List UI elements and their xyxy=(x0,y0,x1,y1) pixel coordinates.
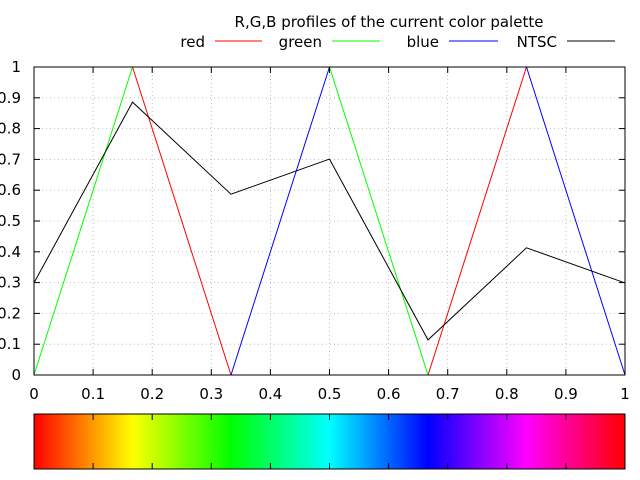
y-tick-label: 0.3 xyxy=(0,274,21,292)
series-line-ntsc xyxy=(33,101,626,341)
x-tick-label: 0.8 xyxy=(495,385,519,403)
y-axis-ticks: 0 0.1 0.2 0.3 0.4 0.5 0.6 0.7 0.8 0.9 1 xyxy=(0,58,625,384)
x-tick-label: 0.3 xyxy=(199,385,223,403)
legend-label-ntsc: NTSC xyxy=(517,33,557,51)
y-tick-label: 0.4 xyxy=(0,243,21,261)
colorbar-gradient xyxy=(34,414,625,469)
legend-label-blue: blue xyxy=(407,33,439,51)
colorbar xyxy=(33,413,626,470)
x-axis-ticks: 0 0.1 0.2 0.3 0.4 0.5 0.6 0.7 0.8 0.9 1 xyxy=(29,67,630,403)
y-tick-label: 0.1 xyxy=(0,335,21,353)
y-tick-label: 0.7 xyxy=(0,150,21,168)
y-tick-label: 0.8 xyxy=(0,120,21,138)
chart-title: R,G,B profiles of the current color pale… xyxy=(235,13,544,31)
y-tick-label: 0 xyxy=(11,366,21,384)
legend-label-red: red xyxy=(180,33,205,51)
grid xyxy=(34,67,625,375)
x-tick-label: 0.4 xyxy=(258,385,282,403)
legend-label-green: green xyxy=(279,33,322,51)
y-tick-label: 0.9 xyxy=(0,89,21,107)
x-tick-label: 0.1 xyxy=(81,385,105,403)
y-tick-label: 1 xyxy=(11,58,21,76)
x-tick-label: 0 xyxy=(29,385,39,403)
y-tick-label: 0.5 xyxy=(0,212,21,230)
y-tick-label: 0.6 xyxy=(0,181,21,199)
x-tick-label: 1 xyxy=(620,385,630,403)
legend: red green blue NTSC xyxy=(180,33,615,51)
x-tick-label: 0.7 xyxy=(436,385,460,403)
x-tick-label: 0.5 xyxy=(318,385,342,403)
x-tick-label: 0.6 xyxy=(377,385,401,403)
x-tick-label: 0.9 xyxy=(554,385,578,403)
x-tick-label: 0.2 xyxy=(140,385,164,403)
y-tick-label: 0.2 xyxy=(0,304,21,322)
colorbar-frame xyxy=(33,413,626,470)
